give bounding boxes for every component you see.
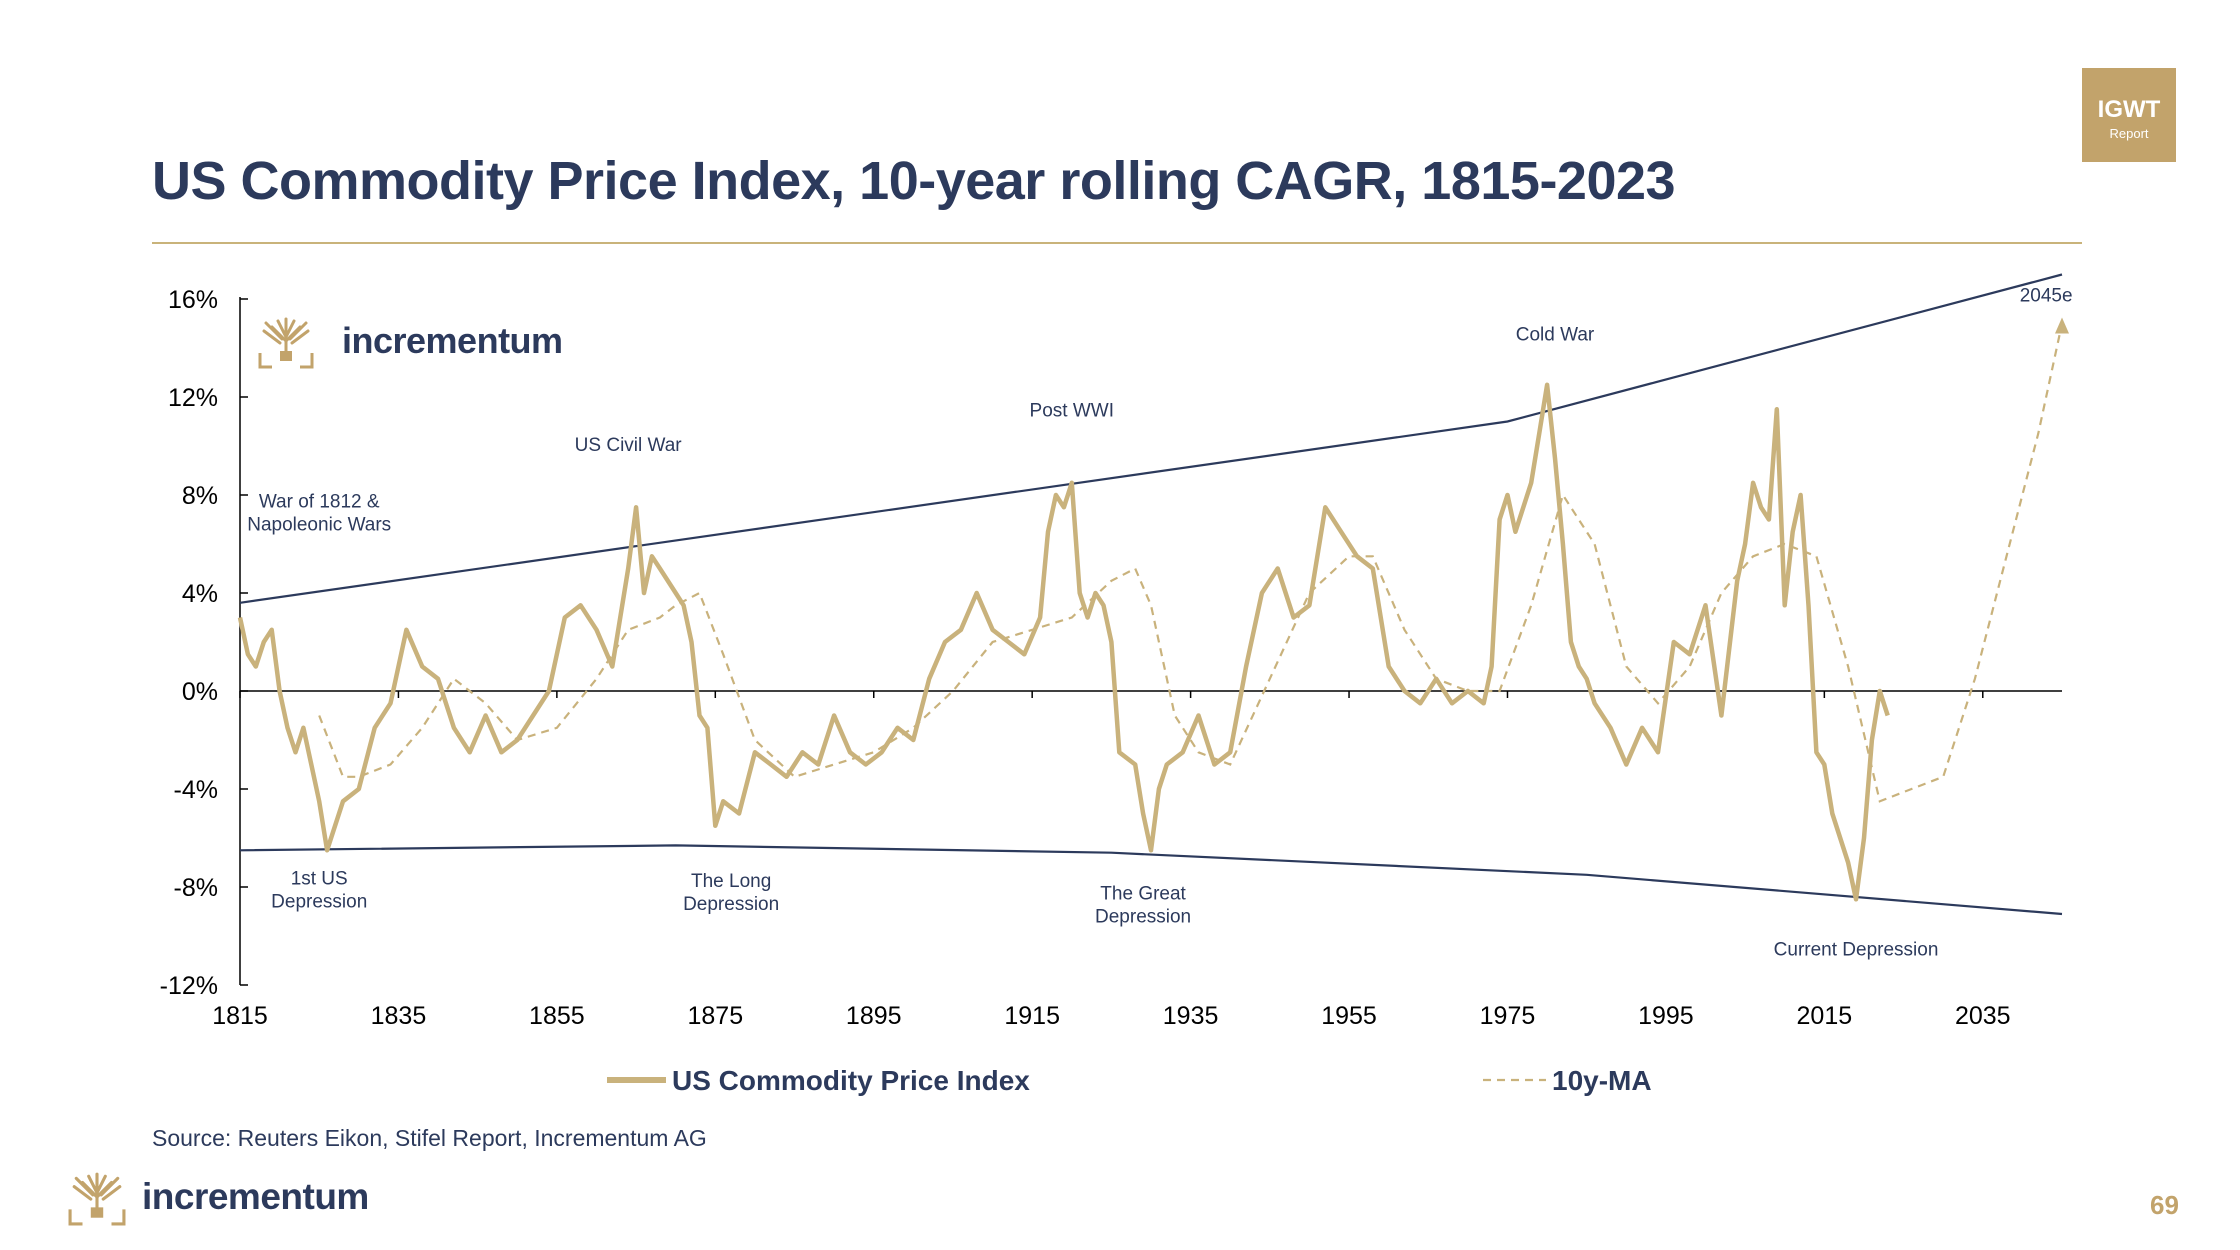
series-line-10y-ma [318,323,2064,803]
y-tick-label: -12% [160,972,218,1000]
annotation-line: War of 1812 & [259,491,380,512]
annotation-line: Post WWI [1030,401,1114,422]
x-tick-label: 1895 [846,1002,902,1030]
chart-annotation: 2045e [2020,285,2073,306]
annotation-line: Depression [683,894,779,915]
x-tick-label: 2015 [1797,1002,1853,1030]
annotation-line: US Civil War [575,435,683,456]
annotation-line: Napoleonic Wars [247,514,391,535]
footer-brand-logo: incrementum [68,1168,369,1226]
footer-brand-name: incrementum [142,1176,369,1217]
annotation-line: 2045e [2020,285,2073,306]
x-tick-label: 1815 [212,1002,268,1030]
chart-annotation: The Long Depression [683,871,779,915]
lower-trend-line [239,844,2063,916]
page-number: 69 [2150,1190,2179,1220]
chart-annotation: War of 1812 & Napoleonic Wars [247,491,391,535]
x-tick-label: 1855 [529,1002,585,1030]
y-tick-label: -4% [174,776,218,804]
badge-subtitle: Report [2109,126,2149,141]
series-line-commodity-index [237,382,1890,902]
title-divider [152,242,2082,244]
legend-label-commodity-index: US Commodity Price Index [672,1065,1030,1096]
chart-annotation: Cold War [1516,325,1595,346]
chart-annotation: 1st US Depression [271,869,367,913]
upper-trend-line [239,273,2063,604]
chart-annotation: Current Depression [1774,940,1939,961]
y-tick-label: 0% [182,678,218,706]
x-tick-label: 1995 [1638,1002,1694,1030]
forecast-arrowhead [2055,317,2069,334]
y-tick-label: 4% [182,580,218,608]
tree-logo-icon [68,1172,126,1226]
x-tick-label: 1935 [1163,1002,1219,1030]
badge-title: IGWT [2097,96,2161,123]
page-title: US Commodity Price Index, 10-year rollin… [152,151,1676,211]
x-tick-label: 1915 [1004,1002,1060,1030]
annotation-line: Depression [271,892,367,913]
annotation-line: Depression [1095,906,1191,927]
source-note: Source: Reuters Eikon, Stifel Report, In… [152,1125,707,1151]
chart-brand-logo: incrementum [258,313,563,369]
chart-brand-name: incrementum [342,320,563,361]
annotation-line: The Great [1100,883,1186,904]
chart-annotation: Post WWI [1030,401,1114,422]
tree-logo-icon [258,317,314,369]
x-tick-label: 1835 [371,1002,427,1030]
annotation-line: Cold War [1516,325,1595,346]
legend-label-10y-ma: 10y-MA [1552,1065,1652,1096]
x-tick-label: 1975 [1480,1002,1536,1030]
igwt-report-badge: IGWT Report [2082,68,2176,162]
x-tick-label: 1875 [687,1002,743,1030]
y-tick-label: 12% [168,384,218,412]
chart-annotation: US Civil War [575,435,683,456]
annotation-line: The Long [691,871,771,892]
x-tick-label: 2035 [1955,1002,2011,1030]
y-tick-label: 16% [168,286,218,314]
x-tick-label: 1955 [1321,1002,1377,1030]
chart-annotation: The Great Depression [1095,883,1191,927]
y-tick-label: -8% [174,874,218,902]
annotation-line: Current Depression [1774,940,1939,961]
annotation-line: 1st US [291,869,348,890]
y-tick-label: 8% [182,482,218,510]
